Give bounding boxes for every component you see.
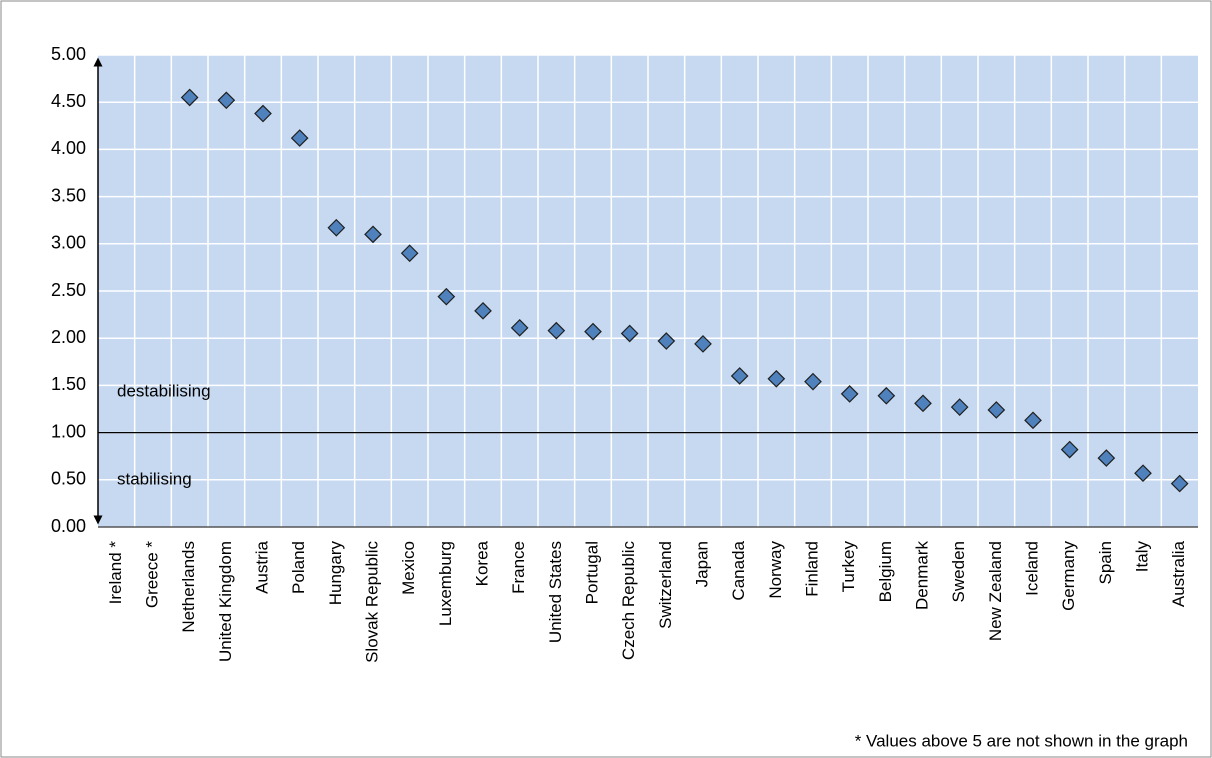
y-tick-label: 3.00 bbox=[51, 233, 86, 253]
marker bbox=[254, 104, 272, 123]
x-tick-label: Finland bbox=[802, 541, 821, 597]
marker bbox=[1060, 440, 1079, 459]
x-tick-label: Hungary bbox=[326, 541, 345, 606]
y-tick-label: 3.50 bbox=[51, 185, 86, 205]
marker bbox=[547, 321, 566, 340]
x-tick-label: Belgium bbox=[876, 541, 895, 602]
y-tick-label: 2.50 bbox=[51, 280, 86, 300]
x-tick-label: New Zealand bbox=[986, 541, 1005, 641]
marker bbox=[657, 332, 676, 350]
marker bbox=[1134, 464, 1152, 483]
x-tick-label: Mexico bbox=[399, 541, 418, 595]
marker bbox=[987, 401, 1006, 419]
x-tick-label: United Kingdom bbox=[216, 541, 235, 662]
x-tick-label: Spain bbox=[1096, 541, 1115, 584]
x-tick-label: Austria bbox=[252, 540, 271, 593]
marker bbox=[1170, 474, 1189, 493]
y-tick-label: 1.00 bbox=[51, 421, 86, 441]
marker bbox=[217, 91, 236, 110]
x-tick-label: Sweden bbox=[949, 541, 968, 602]
x-tick-label: Denmark bbox=[912, 541, 931, 610]
annotation: destabilising bbox=[117, 381, 211, 400]
marker bbox=[1024, 411, 1042, 430]
y-tick-label: 4.50 bbox=[51, 91, 86, 111]
y-tick-label: 1.50 bbox=[51, 374, 86, 394]
marker bbox=[914, 394, 932, 413]
marker bbox=[767, 369, 786, 388]
x-tick-label: Luxemburg bbox=[436, 541, 455, 626]
x-tick-label: Switzerland bbox=[656, 541, 675, 629]
x-tick-label: Slovak Republic bbox=[362, 541, 381, 663]
marker bbox=[327, 218, 346, 237]
marker bbox=[290, 129, 309, 147]
x-tick-label: Portugal bbox=[582, 541, 601, 604]
marker bbox=[400, 244, 419, 263]
marker bbox=[804, 372, 822, 391]
x-tick-label: Canada bbox=[729, 540, 748, 600]
marker bbox=[584, 322, 602, 341]
y-tick-label: 4.00 bbox=[51, 138, 86, 158]
x-tick-label: Greece * bbox=[142, 541, 161, 608]
x-tick-label: Poland bbox=[289, 541, 308, 594]
marker bbox=[877, 386, 896, 405]
marker bbox=[437, 287, 456, 306]
marker bbox=[180, 88, 199, 107]
y-tick-label: 2.00 bbox=[51, 327, 86, 347]
marker bbox=[364, 225, 382, 244]
x-tick-label: Germany bbox=[1059, 541, 1078, 611]
annotation: stabilising bbox=[117, 469, 192, 488]
x-tick-label: Turkey bbox=[839, 541, 858, 593]
x-tick-label: Czech Republic bbox=[619, 541, 638, 661]
x-tick-label: Netherlands bbox=[179, 541, 198, 633]
marker bbox=[950, 398, 969, 416]
marker bbox=[694, 335, 712, 353]
x-tick-label: Japan bbox=[692, 541, 711, 587]
marker bbox=[620, 324, 639, 343]
x-tick-label: Iceland bbox=[1022, 541, 1041, 596]
y-tick-label: 0.50 bbox=[51, 469, 86, 489]
x-tick-label: Norway bbox=[766, 541, 785, 599]
marker bbox=[510, 318, 529, 337]
footnote: * Values above 5 are not shown in the gr… bbox=[855, 731, 1188, 750]
x-tick-label: France bbox=[509, 541, 528, 594]
marker bbox=[1097, 449, 1116, 467]
y-tick-label: 0.00 bbox=[51, 516, 86, 536]
x-tick-label: United States bbox=[546, 541, 565, 643]
x-tick-label: Korea bbox=[472, 540, 491, 586]
x-tick-label: Ireland * bbox=[106, 541, 125, 605]
marker bbox=[474, 301, 492, 320]
x-tick-label: Italy bbox=[1132, 541, 1151, 573]
x-tick-label: Australia bbox=[1169, 540, 1188, 607]
y-tick-label: 5.00 bbox=[51, 44, 86, 64]
marker bbox=[840, 385, 859, 403]
marker bbox=[730, 367, 749, 385]
